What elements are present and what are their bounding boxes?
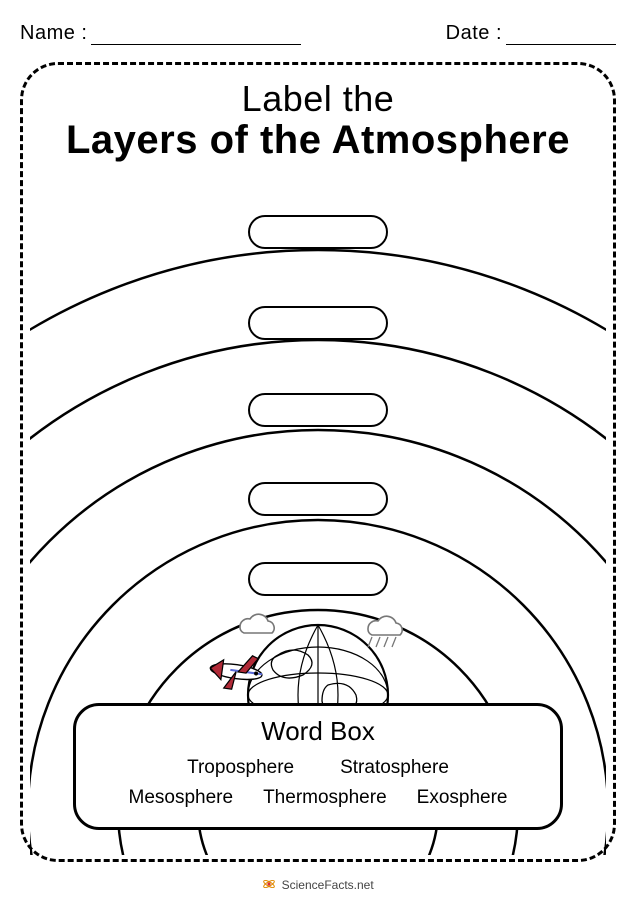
name-label: Name : [20, 22, 87, 45]
word-box-title: Word Box [88, 716, 548, 747]
name-field[interactable]: Name : [20, 22, 301, 45]
worksheet-title: Label the Layers of the Atmosphere [0, 78, 636, 163]
footer-text: ScienceFacts.net [282, 878, 374, 892]
word-item: Stratosphere [340, 757, 449, 779]
name-rule[interactable] [91, 23, 301, 45]
footer-attribution: ScienceFacts.net [0, 877, 636, 892]
rain-cloud-icon [368, 616, 402, 647]
atom-icon [262, 877, 276, 891]
word-item: Thermosphere [263, 787, 387, 809]
layer-blank-3[interactable] [248, 393, 388, 427]
word-box: Word Box Troposphere Stratosphere Mesosp… [73, 703, 563, 830]
word-item: Troposphere [187, 757, 294, 779]
word-item: Mesosphere [129, 787, 234, 809]
layer-blank-4[interactable] [248, 482, 388, 516]
layer-blank-1[interactable] [248, 215, 388, 249]
date-rule[interactable] [506, 23, 616, 45]
worksheet-header: Name : Date : [20, 22, 616, 45]
word-item: Exosphere [417, 787, 508, 809]
layer-blank-2[interactable] [248, 306, 388, 340]
title-line-1: Label the [0, 78, 636, 120]
cloud-icon [240, 614, 274, 633]
title-line-2: Layers of the Atmosphere [0, 118, 636, 163]
word-box-row-1: Troposphere Stratosphere [88, 757, 548, 779]
date-field[interactable]: Date : [446, 22, 616, 45]
date-label: Date : [446, 22, 502, 45]
word-box-row-2: Mesosphere Thermosphere Exosphere [88, 787, 548, 809]
